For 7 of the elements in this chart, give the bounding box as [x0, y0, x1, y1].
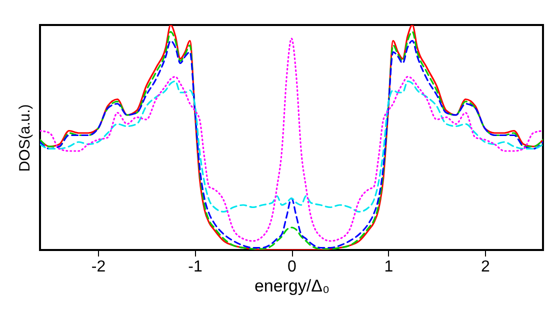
x-tick-label: 2 — [481, 258, 490, 276]
y-axis-title: DOS(a.u.) — [16, 104, 34, 172]
x-axis-title: energy/Δ₀ — [254, 276, 330, 296]
x-tick-label: -1 — [188, 258, 202, 276]
x-tick-label: 0 — [288, 258, 297, 276]
x-tick-label: 1 — [384, 258, 394, 276]
x-tick-label: -2 — [91, 258, 106, 276]
